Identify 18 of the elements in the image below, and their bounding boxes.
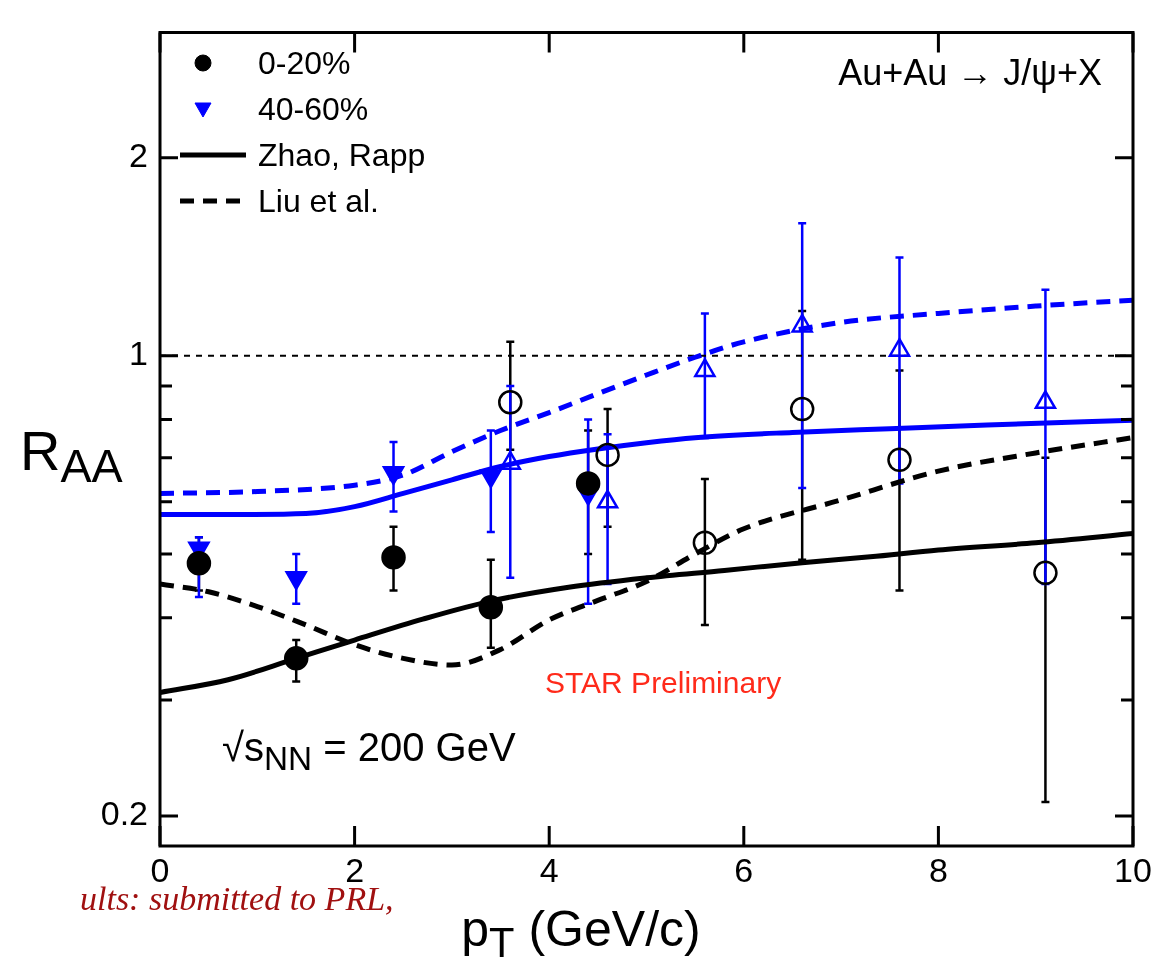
- x-axis-title: p$_{T}$ (GeV/c): [461, 901, 701, 966]
- legend-label: 0-20%: [258, 44, 351, 83]
- y-tick-label: 2: [129, 136, 148, 175]
- y-tick-label: 1: [129, 334, 148, 373]
- x-tick-label: 2: [345, 850, 365, 889]
- y-tick-label: 0.2: [100, 794, 148, 833]
- legend-label: 40-60%: [258, 90, 369, 129]
- annotation: √s$_{NN}$ = 200 GeV: [222, 725, 516, 778]
- legend-label: Zhao, Rapp: [258, 136, 426, 175]
- annotation: STAR Preliminary: [545, 666, 782, 700]
- legend-label: Liu et al.: [258, 182, 379, 221]
- x-tick-label: 4: [539, 850, 559, 889]
- x-tick-label: 0: [150, 850, 170, 889]
- x-tick-label: 8: [928, 850, 948, 889]
- x-tick-label: 10: [1114, 850, 1152, 889]
- x-tick-label: 6: [734, 850, 754, 889]
- y-axis-title: R$_{AA}$: [20, 418, 123, 494]
- annotation: Au+Au → J/ψ+X: [838, 52, 1102, 94]
